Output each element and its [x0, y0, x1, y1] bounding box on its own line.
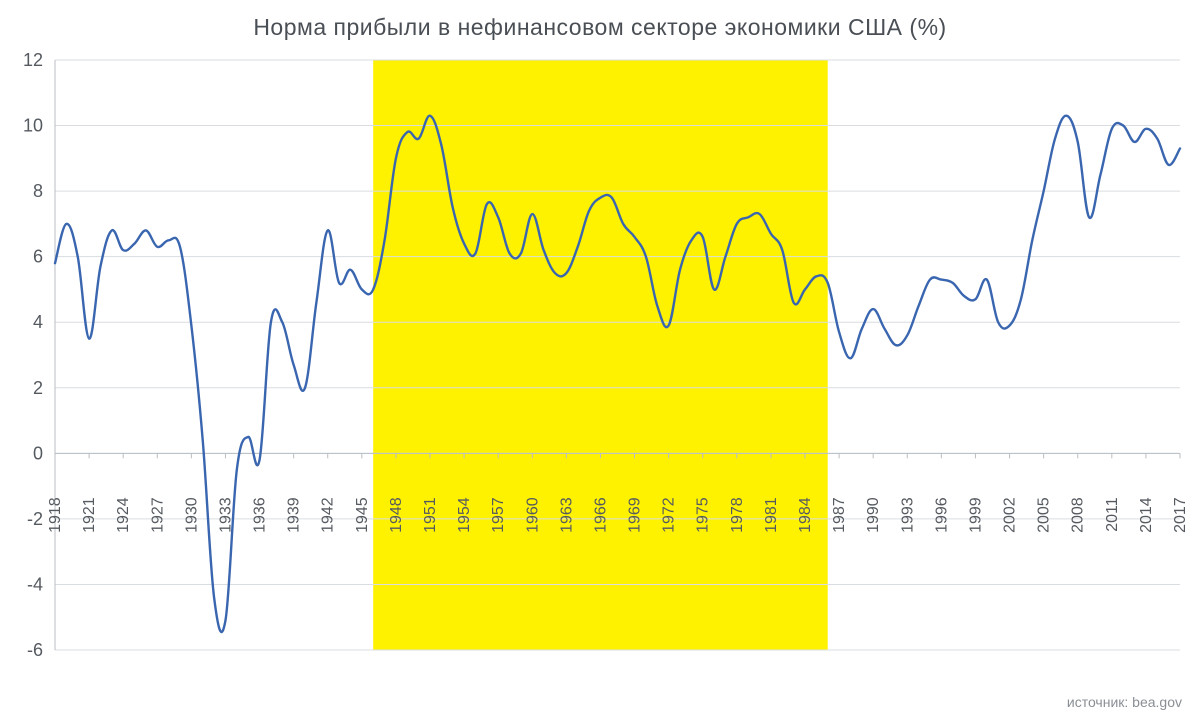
x-tick: 2002 [1002, 453, 1019, 533]
svg-text:1963: 1963 [558, 497, 575, 533]
svg-text:1990: 1990 [865, 497, 882, 533]
svg-text:2017: 2017 [1172, 497, 1189, 533]
svg-text:1942: 1942 [320, 497, 337, 533]
svg-text:1981: 1981 [763, 497, 780, 533]
svg-text:12: 12 [23, 50, 43, 70]
x-tick: 1996 [933, 453, 950, 533]
svg-text:1972: 1972 [661, 497, 678, 533]
svg-text:1918: 1918 [47, 497, 64, 533]
svg-text:2008: 2008 [1070, 497, 1087, 533]
y-tick: 0 [33, 443, 43, 463]
y-tick: 12 [23, 50, 43, 70]
svg-text:1984: 1984 [797, 497, 814, 533]
y-tick: 4 [33, 312, 43, 332]
chart-source: источник: bea.gov [1067, 694, 1182, 710]
x-tick: 1924 [115, 453, 132, 533]
x-tick: 1930 [183, 453, 200, 533]
x-tick: 2011 [1104, 453, 1121, 531]
svg-text:1993: 1993 [899, 497, 916, 533]
x-tick: 1990 [865, 453, 882, 533]
y-tick: 6 [33, 247, 43, 267]
svg-text:1975: 1975 [695, 497, 712, 533]
y-tick: -2 [27, 509, 43, 529]
x-tick: 2017 [1172, 453, 1189, 533]
x-tick: 1936 [252, 453, 269, 533]
svg-text:-4: -4 [27, 574, 43, 594]
x-tick: 1921 [81, 453, 98, 533]
svg-text:4: 4 [33, 312, 43, 332]
y-tick: -6 [27, 640, 43, 660]
x-tick: 2005 [1036, 453, 1053, 533]
svg-text:1921: 1921 [81, 497, 98, 533]
y-tick: 10 [23, 116, 43, 136]
svg-text:1969: 1969 [627, 497, 644, 533]
svg-text:-6: -6 [27, 640, 43, 660]
x-tick: 1999 [967, 453, 984, 533]
svg-text:10: 10 [23, 116, 43, 136]
svg-text:1966: 1966 [592, 497, 609, 533]
svg-text:6: 6 [33, 247, 43, 267]
x-tick: 1987 [831, 453, 848, 533]
x-tick: 1927 [149, 453, 166, 533]
x-tick: 2008 [1070, 453, 1087, 533]
x-tick: 1993 [899, 453, 916, 533]
svg-text:1957: 1957 [490, 497, 507, 533]
x-tick: 1942 [320, 453, 337, 533]
svg-text:2014: 2014 [1138, 497, 1155, 533]
svg-text:1936: 1936 [252, 497, 269, 533]
x-tick: 1945 [354, 453, 371, 533]
svg-text:1996: 1996 [933, 497, 950, 533]
svg-text:1999: 1999 [967, 497, 984, 533]
svg-text:1939: 1939 [286, 497, 303, 533]
svg-text:1987: 1987 [831, 497, 848, 533]
svg-text:2005: 2005 [1036, 497, 1053, 533]
svg-text:-2: -2 [27, 509, 43, 529]
svg-text:1924: 1924 [115, 497, 132, 533]
svg-text:1927: 1927 [149, 497, 166, 533]
svg-text:1951: 1951 [422, 497, 439, 533]
y-tick: -4 [27, 574, 43, 594]
svg-text:1960: 1960 [524, 497, 541, 533]
x-tick: 2014 [1138, 453, 1155, 533]
chart-svg: -6-4-20246810121918192119241927193019331… [0, 0, 1200, 716]
svg-text:1945: 1945 [354, 497, 371, 533]
svg-text:2002: 2002 [1002, 497, 1019, 533]
profit-rate-chart: Норма прибыли в нефинансовом секторе эко… [0, 0, 1200, 716]
y-tick: 8 [33, 181, 43, 201]
x-tick: 1939 [286, 453, 303, 533]
svg-text:1930: 1930 [183, 497, 200, 533]
svg-text:2011: 2011 [1104, 497, 1121, 532]
svg-text:1978: 1978 [729, 497, 746, 533]
svg-text:1954: 1954 [456, 497, 473, 533]
y-tick: 2 [33, 378, 43, 398]
svg-text:8: 8 [33, 181, 43, 201]
svg-text:0: 0 [33, 443, 43, 463]
svg-text:2: 2 [33, 378, 43, 398]
svg-text:1948: 1948 [388, 497, 405, 533]
